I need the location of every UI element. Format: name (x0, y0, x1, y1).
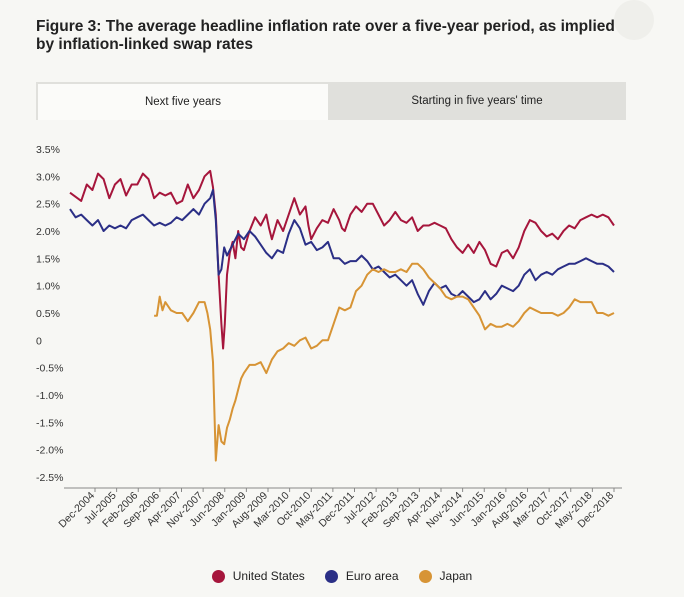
legend-label-japan: Japan (439, 569, 473, 583)
series-line-japan (154, 262, 615, 462)
y-tick-label: -1.0% (36, 390, 63, 402)
logo-mark (614, 0, 654, 40)
series-line-euro-area (69, 189, 615, 306)
y-tick-label: 2.5% (36, 199, 60, 211)
y-tick-label: 1.5% (36, 253, 60, 265)
y-tick-label: 2.0% (36, 226, 60, 238)
y-tick-label: -2.0% (36, 445, 63, 457)
tab-next-five-years[interactable]: Next five years (38, 84, 328, 120)
y-tick-label: 0 (36, 335, 42, 347)
y-tick-label: -2.5% (36, 472, 63, 484)
legend-swatch-japan (418, 569, 432, 583)
tab-starting-in-five-years[interactable]: Starting in five years' time (411, 95, 543, 107)
y-axis: 3.5% 3.0% 2.5% 2.0% 1.5% 1.0% 0.5% 0 -0.5% -1.0% -… (36, 144, 63, 484)
figure-title: Figure 3: The average headline inflation… (36, 18, 615, 53)
y-tick-label: -0.5% (36, 363, 63, 375)
legend-item-united-states: United States (211, 569, 305, 583)
x-axis: Dec-2004Jul-2005Feb-2006Sep-2006Apr-2007… (56, 488, 616, 531)
legend-item-japan: Japan (418, 569, 473, 583)
legend-label-united-states: United States (232, 569, 305, 583)
y-tick-label: 1.0% (36, 281, 60, 293)
series-lines (69, 169, 615, 462)
y-tick-label: 0.5% (36, 308, 60, 320)
tab-bar: Next five years Starting in five years' … (36, 82, 626, 120)
y-tick-label: -1.5% (36, 417, 63, 429)
y-tick-label: 3.0% (36, 171, 60, 183)
legend-item-euro-area: Euro area (324, 569, 399, 583)
legend-swatch-euro-area (324, 569, 338, 583)
legend-swatch-united-states (211, 569, 225, 583)
legend-label-euro-area: Euro area (345, 569, 399, 583)
series-line-united-states (69, 169, 615, 350)
legend: United States Euro area Japan (0, 566, 684, 586)
y-tick-label: 3.5% (36, 144, 60, 156)
